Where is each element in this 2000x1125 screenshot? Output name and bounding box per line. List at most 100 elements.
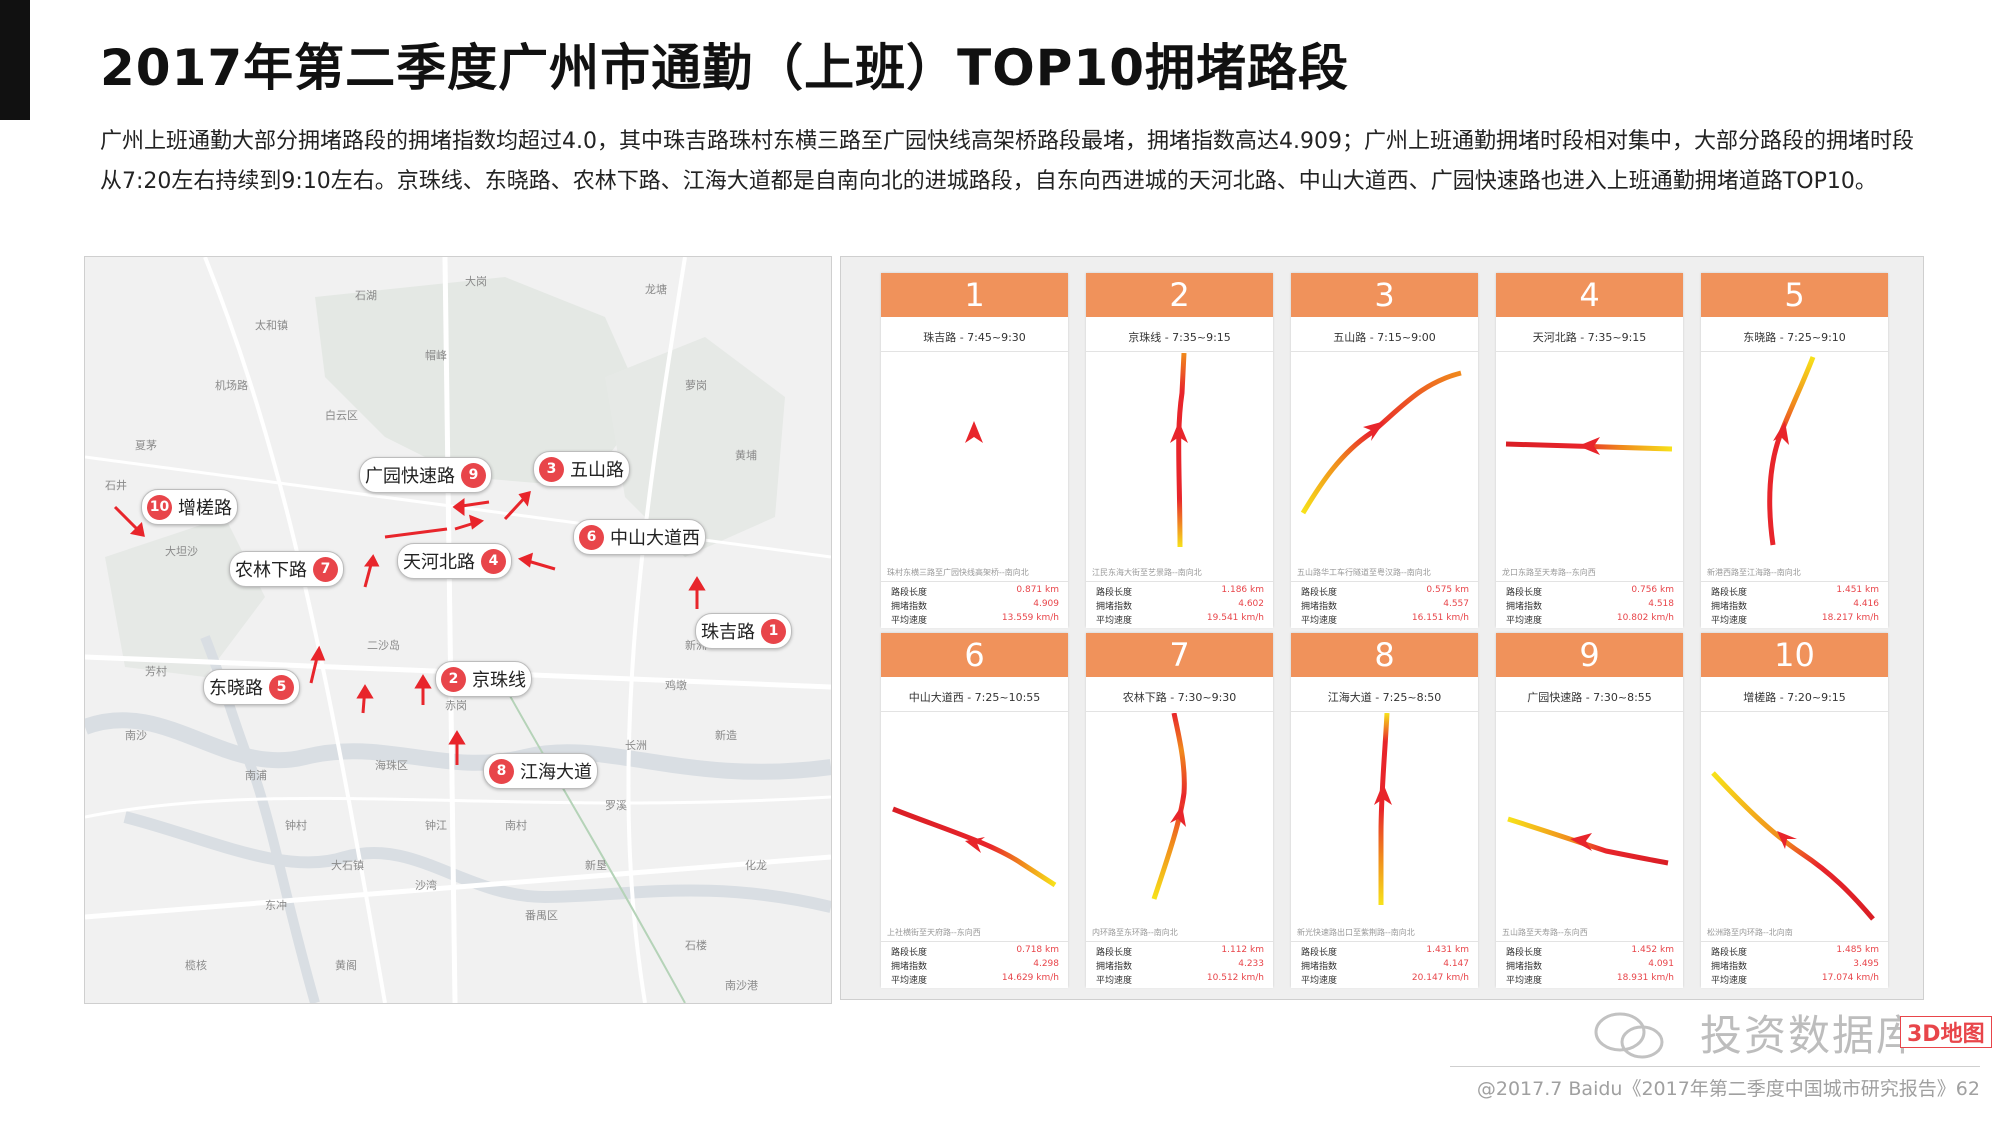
road-card-9[interactable]: 9 广园快速路 - 7:30~8:55 五山路至天寿路--东向西 路段长度 1.4… xyxy=(1496,633,1683,988)
index-value: 4.147 xyxy=(1443,959,1469,969)
map-place-label: 二沙岛 xyxy=(367,639,400,652)
length-value: 0.575 km xyxy=(1426,585,1469,595)
speed-label: 平均速度 xyxy=(1301,976,1338,986)
index-label: 拥堵指数 xyxy=(891,602,928,612)
speed-value: 14.629 km/h xyxy=(1001,973,1059,983)
map-place-label: 南浦 xyxy=(245,769,267,782)
road-card-2[interactable]: 2 京珠线 - 7:35~9:15 江民东海大街至艺景路--南向北 路段长度 1.… xyxy=(1086,273,1273,628)
card-stats: 路段长度 0.575 km 拥堵指数 4.557 平均速度 16.151 km/h xyxy=(1291,581,1478,628)
map-marker-dongxiao[interactable]: 东晓路 5 xyxy=(203,669,300,705)
index-label: 拥堵指数 xyxy=(1301,962,1338,972)
index-value: 4.091 xyxy=(1648,959,1674,969)
map-marker-jingzhu[interactable]: 2 京珠线 xyxy=(435,661,532,697)
rank-badge: 3 xyxy=(539,456,564,482)
index-value: 4.557 xyxy=(1443,599,1469,609)
index-value: 4.298 xyxy=(1033,959,1059,969)
length-label: 路段长度 xyxy=(1506,948,1543,958)
map-place-label: 龙塘 xyxy=(645,283,667,296)
watermark: 投资数据库 3D地图 xyxy=(1590,1002,1992,1062)
map-marker-tianhe[interactable]: 天河北路 4 xyxy=(397,543,512,579)
road-card-10[interactable]: 10 增槎路 - 7:20~9:15 松洲路至内环路--北向南 路段长度 1.48… xyxy=(1701,633,1888,988)
length-value: 0.718 km xyxy=(1016,945,1059,955)
card-rank: 3 xyxy=(1291,273,1478,317)
card-stats: 路段长度 1.452 km 拥堵指数 4.091 平均速度 18.931 km/h xyxy=(1496,941,1683,988)
length-value: 0.871 km xyxy=(1016,585,1059,595)
card-stats: 路段长度 1.112 km 拥堵指数 4.233 平均速度 10.512 km/h xyxy=(1086,941,1273,988)
length-value: 1.186 km xyxy=(1221,585,1264,595)
length-label: 路段长度 xyxy=(1096,948,1133,958)
map-marker-zhongshan[interactable]: 6 中山大道西 xyxy=(573,519,706,555)
road-card-1[interactable]: 1 珠吉路 - 7:45~9:30 珠村东横三路至广园快线高架桥--南向北 路段… xyxy=(881,273,1068,628)
map-marker-guangyuan[interactable]: 广园快速路 9 xyxy=(359,457,492,493)
map-place-label: 新造 xyxy=(715,729,737,742)
map-marker-jianghai[interactable]: 8 江海大道 xyxy=(483,753,598,789)
road-card-5[interactable]: 5 东晓路 - 7:25~9:10 新港西路至江海路--南向北 路段长度 1.45… xyxy=(1701,273,1888,628)
road-card-6[interactable]: 6 中山大道西 - 7:25~10:55 上社横街至天府路--东向西 路段长度 0… xyxy=(881,633,1068,988)
road-card-3[interactable]: 3 五山路 - 7:15~9:00 五山路华工车行隧道至粤汉路--南向北 路段长… xyxy=(1291,273,1478,628)
speed-value: 13.559 km/h xyxy=(1001,613,1059,623)
marker-label: 天河北路 xyxy=(403,552,475,573)
card-rank: 10 xyxy=(1701,633,1888,677)
card-desc: 内环路至东环路--南向北 xyxy=(1092,928,1178,937)
index-label: 拥堵指数 xyxy=(1711,962,1748,972)
speed-label: 平均速度 xyxy=(1096,616,1133,626)
map-place-label: 白云区 xyxy=(325,409,358,422)
length-value: 1.485 km xyxy=(1836,945,1879,955)
map-place-label: 石井 xyxy=(105,479,127,492)
card-stats: 路段长度 0.871 km 拥堵指数 4.909 平均速度 13.559 km/h xyxy=(881,581,1068,628)
footer-source: @2017.7 Baidu《2017年第二季度中国城市研究报告》62 xyxy=(1476,1078,1980,1100)
speed-value: 10.512 km/h xyxy=(1206,973,1264,983)
road-card-7[interactable]: 7 农林下路 - 7:30~9:30 内环路至东环路--南向北 路段长度 1.11… xyxy=(1086,633,1273,988)
map-marker-zhuji[interactable]: 珠吉路 1 xyxy=(695,613,792,649)
road-segment-diagram xyxy=(1374,713,1392,905)
speed-value: 16.151 km/h xyxy=(1411,613,1469,623)
card-rank: 1 xyxy=(881,273,1068,317)
speed-value: 19.541 km/h xyxy=(1206,613,1264,623)
map-place-label: 化龙 xyxy=(745,859,767,872)
card-road-time: 增槎路 - 7:20~9:15 xyxy=(1701,685,1888,712)
map-place-label: 夏茅 xyxy=(135,439,157,452)
map-place-label: 新垦 xyxy=(585,859,607,872)
rank-badge: 5 xyxy=(269,674,294,700)
card-stats: 路段长度 0.756 km 拥堵指数 4.518 平均速度 10.802 km/h xyxy=(1496,581,1683,628)
map-place-label: 罗溪 xyxy=(605,799,627,812)
index-label: 拥堵指数 xyxy=(1096,962,1133,972)
map-marker-nonglin[interactable]: 农林下路 7 xyxy=(229,551,344,587)
card-stats: 路段长度 1.431 km 拥堵指数 4.147 平均速度 20.147 km/h xyxy=(1291,941,1478,988)
map-place-label: 钟村 xyxy=(285,819,307,832)
length-label: 路段长度 xyxy=(1301,948,1338,958)
speed-label: 平均速度 xyxy=(891,616,928,626)
map-place-label: 黄阁 xyxy=(335,959,357,972)
map-marker-zengcha[interactable]: 10 增槎路 xyxy=(141,489,238,525)
card-road-time: 五山路 - 7:15~9:00 xyxy=(1291,325,1478,352)
road-card-8[interactable]: 8 江海大道 - 7:25~8:50 新光快速路出口至紫荆路--南向北 路段长度… xyxy=(1291,633,1478,988)
length-label: 路段长度 xyxy=(1301,588,1338,598)
length-label: 路段长度 xyxy=(1711,588,1748,598)
card-road-time: 京珠线 - 7:35~9:15 xyxy=(1086,325,1273,352)
map-place-label: 东冲 xyxy=(265,899,287,912)
map-place-label: 番禺区 xyxy=(525,909,558,922)
map-place-label: 大岗 xyxy=(465,275,487,288)
road-segment-diagram xyxy=(1711,771,1875,921)
length-label: 路段长度 xyxy=(1096,588,1133,598)
road-card-4[interactable]: 4 天河北路 - 7:35~9:15 龙口东路至天寿路--东向西 路段长度 0.7… xyxy=(1496,273,1683,628)
map-place-label: 赤岗 xyxy=(445,699,467,712)
map-marker-wushan[interactable]: 3 五山路 xyxy=(533,451,630,487)
marker-label: 广园快速路 xyxy=(365,466,455,487)
map-place-label: 长洲 xyxy=(625,739,647,752)
index-value: 4.416 xyxy=(1853,599,1879,609)
speed-label: 平均速度 xyxy=(1096,976,1133,986)
map-place-label: 沙湾 xyxy=(415,879,437,892)
rank-badge: 4 xyxy=(481,548,506,574)
card-rank: 6 xyxy=(881,633,1068,677)
rank-badge: 8 xyxy=(489,758,514,784)
page-title: 2017年第二季度广州市通勤（上班）TOP10拥堵路段 xyxy=(100,39,1349,97)
map-place-label: 南沙港 xyxy=(725,979,758,992)
map-place-label: 南村 xyxy=(505,819,527,832)
map-place-label: 大石镇 xyxy=(331,859,364,872)
road-segment-diagram xyxy=(1507,816,1669,866)
watermark-text: 投资数据库 xyxy=(1700,1011,1921,1060)
map-place-label: 南沙 xyxy=(125,729,147,742)
card-stats: 路段长度 1.451 km 拥堵指数 4.416 平均速度 18.217 km/h xyxy=(1701,581,1888,628)
accent-bar xyxy=(0,0,30,120)
